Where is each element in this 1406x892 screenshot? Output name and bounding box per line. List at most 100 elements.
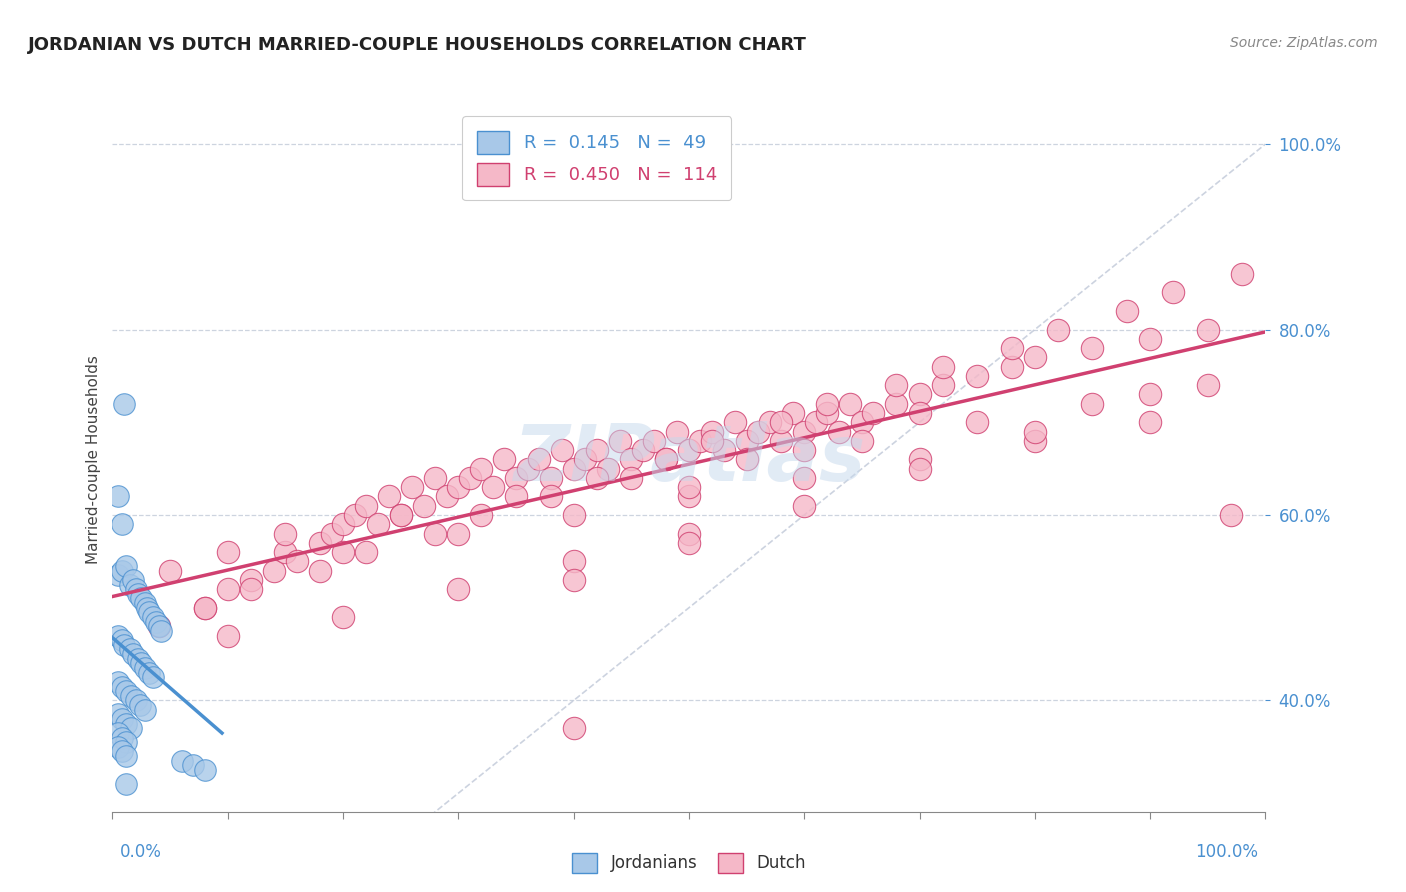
Point (782, 406, 804, 420)
Point (122, 573, 145, 587)
Point (239, 573, 262, 587)
Text: 100.0%: 100.0% (1195, 843, 1258, 861)
Point (1024, 434, 1046, 448)
Point (107, 726, 129, 740)
Point (540, 490, 562, 504)
Point (735, 434, 758, 448)
Point (700, 425, 723, 439)
Point (107, 568, 129, 582)
Point (332, 545, 354, 559)
Point (447, 582, 470, 597)
Point (321, 526, 343, 541)
Point (839, 397, 862, 411)
Point (112, 638, 135, 652)
Point (643, 434, 665, 448)
Point (115, 684, 138, 698)
Point (505, 490, 527, 504)
Point (120, 721, 142, 735)
Point (425, 526, 447, 541)
Point (966, 415, 988, 429)
Point (122, 647, 145, 661)
Point (470, 508, 492, 522)
Point (170, 754, 193, 768)
Point (111, 517, 134, 532)
Point (1001, 359, 1024, 374)
Point (138, 665, 160, 680)
Point (770, 415, 793, 429)
Point (585, 443, 607, 458)
Point (1161, 285, 1184, 300)
Point (851, 415, 873, 429)
Point (107, 739, 129, 754)
Point (274, 526, 297, 541)
Point (115, 749, 138, 764)
Point (908, 461, 931, 475)
Point (482, 480, 505, 494)
Point (1001, 341, 1024, 355)
Point (401, 480, 423, 494)
Point (111, 712, 134, 726)
Point (149, 624, 172, 638)
Point (631, 443, 654, 458)
Legend: Jordanians, Dutch: Jordanians, Dutch (565, 847, 813, 880)
Point (1024, 351, 1046, 365)
Point (217, 629, 239, 643)
Point (127, 587, 149, 601)
Point (138, 606, 160, 620)
Point (966, 368, 988, 383)
Point (886, 397, 908, 411)
Point (678, 526, 700, 541)
Point (689, 434, 711, 448)
Point (793, 443, 815, 458)
Point (107, 707, 129, 722)
Point (134, 661, 156, 675)
Point (804, 415, 827, 429)
Point (470, 461, 492, 475)
Point (770, 434, 793, 448)
Point (458, 471, 481, 485)
Point (886, 378, 908, 392)
Point (309, 564, 332, 578)
Point (181, 758, 204, 772)
Point (107, 629, 129, 643)
Point (111, 633, 134, 648)
Point (217, 582, 239, 597)
Point (115, 735, 138, 749)
Point (447, 526, 470, 541)
Point (908, 387, 931, 401)
Point (793, 499, 815, 513)
Point (713, 443, 735, 458)
Point (111, 564, 134, 578)
Point (851, 434, 873, 448)
Point (655, 452, 678, 467)
Point (134, 596, 156, 610)
Point (931, 359, 953, 374)
Point (724, 415, 747, 429)
Point (142, 670, 165, 684)
Point (562, 461, 585, 475)
Point (655, 452, 678, 467)
Point (620, 471, 643, 485)
Point (115, 716, 138, 731)
Point (678, 536, 700, 550)
Point (112, 397, 135, 411)
Point (194, 763, 217, 777)
Point (562, 573, 585, 587)
Point (343, 508, 366, 522)
Point (815, 406, 838, 420)
Point (516, 461, 538, 475)
Point (142, 610, 165, 624)
Point (274, 545, 297, 559)
Point (793, 471, 815, 485)
Point (111, 731, 134, 745)
Point (678, 490, 700, 504)
Point (598, 461, 620, 475)
Text: ZIPatlas: ZIPatlas (513, 421, 865, 498)
Point (562, 508, 585, 522)
Point (367, 517, 389, 532)
Point (1024, 425, 1046, 439)
Point (494, 452, 516, 467)
Point (354, 545, 377, 559)
Point (378, 490, 401, 504)
Point (678, 480, 700, 494)
